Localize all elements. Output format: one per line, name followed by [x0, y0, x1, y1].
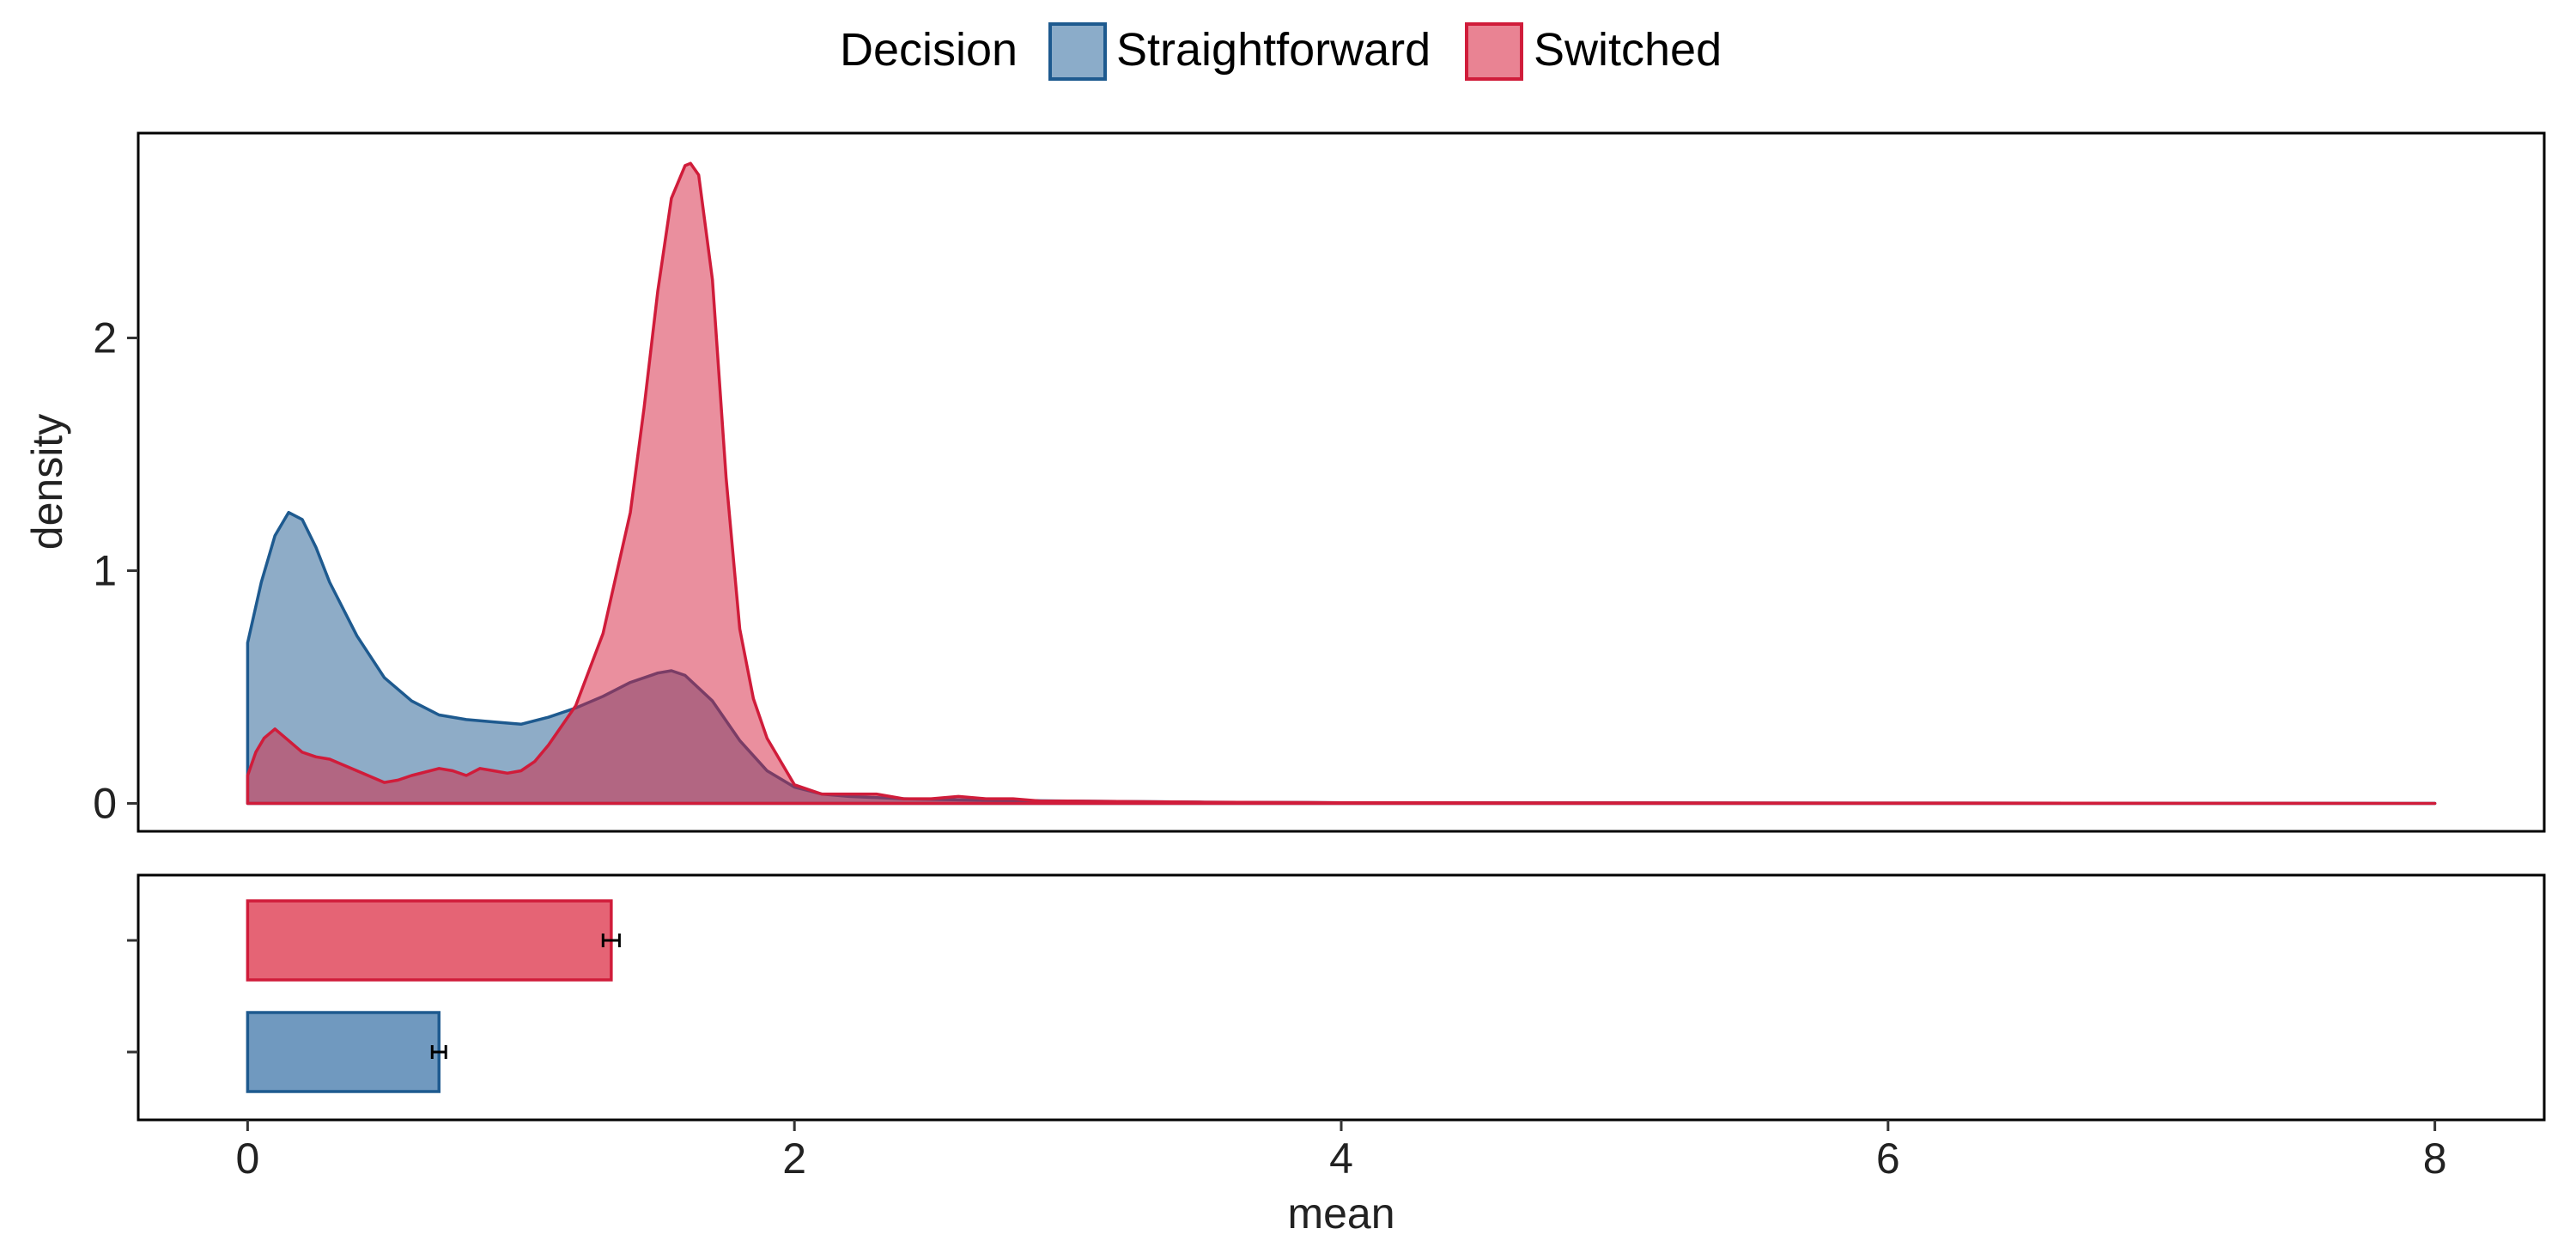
density-areas	[246, 161, 2437, 806]
x-tick-label: 2	[782, 1134, 806, 1183]
x-tick-label: 0	[235, 1134, 259, 1183]
density-panel: 0 1 2 density	[23, 131, 2546, 833]
legend-swatch-switched	[1465, 22, 1523, 81]
density-y-tick-label: 0	[93, 779, 117, 827]
bar-straightforward	[246, 1011, 441, 1093]
x-tick-label: 8	[2423, 1134, 2447, 1183]
x-tick-label: 6	[1876, 1134, 1900, 1183]
legend-label-switched: Switched	[1534, 24, 1722, 76]
bar-switched	[246, 899, 613, 982]
legend: Decision Straightforward Switched	[840, 22, 1722, 81]
density-y-axis-label: density	[23, 414, 71, 550]
bars	[246, 899, 621, 1093]
density-panel-border	[137, 131, 2546, 833]
x-axis: 0 2 4 6 8	[235, 1120, 2447, 1183]
legend-swatch-straightforward	[1048, 22, 1107, 81]
bar-panel: 0 2 4 6 8 mean	[127, 873, 2546, 1238]
density-y-axis: 0 1 2	[93, 313, 138, 827]
bar-y-axis	[127, 939, 138, 1054]
x-tick-label: 4	[1329, 1134, 1353, 1183]
density-area-switched	[246, 161, 2437, 806]
x-axis-label: mean	[1287, 1189, 1394, 1238]
density-y-tick-label: 1	[93, 546, 117, 594]
legend-title: Decision	[840, 24, 1018, 76]
legend-label-straightforward: Straightforward	[1116, 24, 1431, 76]
density-y-tick-label: 2	[93, 313, 117, 362]
